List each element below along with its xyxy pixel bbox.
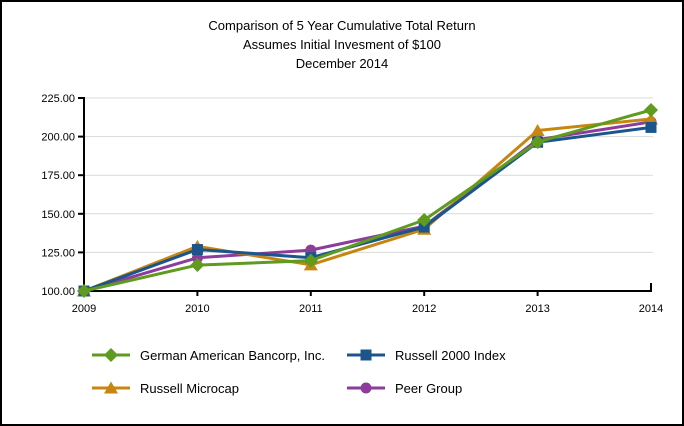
legend-item-russell-microcap: Russell Microcap <box>91 380 346 396</box>
x-tick-label: 2009 <box>72 303 96 315</box>
series-line-german-american-bancorp-inc <box>83 108 652 293</box>
chart-subtitle: Assumes Initial Invesment of $100 <box>243 37 441 52</box>
y-tick-label: 225.00 <box>41 93 75 105</box>
legend-item-peer-group: Peer Group <box>346 380 506 396</box>
y-tick-label: 125.00 <box>41 247 75 259</box>
series-marker-russell-microcap <box>644 112 658 125</box>
x-tick-label: 2012 <box>412 303 436 315</box>
y-tick-label: 150.00 <box>41 209 75 221</box>
legend-marker-sample <box>360 382 372 394</box>
legend-label-peer-group: Peer Group <box>395 380 463 396</box>
series-marker-peer-group <box>191 252 203 264</box>
legend-label-russell-2000-index: Russell 2000 Index <box>395 347 506 363</box>
series-marker-german-american-bancorp-inc <box>530 135 545 150</box>
circle-legend-glyph <box>347 382 385 394</box>
legend-marker-sample <box>104 381 118 394</box>
triangle-series-marker-icon <box>91 380 131 396</box>
x-tick-label: 2014 <box>639 303 663 315</box>
square-series-marker-icon <box>346 347 386 363</box>
legend-marker-sample <box>104 348 118 362</box>
circle-series-marker-icon <box>346 380 386 396</box>
x-tick-label: 2013 <box>525 303 549 315</box>
triangle-legend-glyph <box>92 381 130 394</box>
x-tick-label: 2011 <box>299 303 323 315</box>
series-marker-russell-2000-index <box>191 244 203 256</box>
diamond-series-marker-icon <box>91 347 131 363</box>
square-legend-glyph <box>347 349 385 361</box>
series-line-peer-group <box>83 120 652 293</box>
y-tick-label: 100.00 <box>41 286 75 298</box>
series-marker-german-american-bancorp-inc <box>417 212 432 227</box>
series-marker-russell-2000-index <box>418 221 430 233</box>
series-line-russell-microcap <box>83 117 652 293</box>
series-marker-german-american-bancorp-inc <box>644 103 658 118</box>
series-marker-german-american-bancorp-inc <box>190 258 205 273</box>
series-marker-german-american-bancorp-inc <box>77 284 91 298</box>
legend-label-russell-microcap: Russell Microcap <box>140 380 239 396</box>
x-tick-label: 2010 <box>185 303 209 315</box>
diamond-legend-glyph <box>92 348 130 362</box>
chart-subtitle-date: December 2014 <box>295 56 389 71</box>
series-marker-russell-microcap <box>530 124 545 137</box>
legend-item-russell-2000-index: Russell 2000 Index <box>346 347 506 363</box>
chart-title: Comparison of 5 Year Cumulative Total Re… <box>208 18 476 33</box>
legend-marker-sample <box>360 349 372 361</box>
series-marker-russell-2000-index <box>645 121 657 133</box>
y-tick-label: 200.00 <box>41 132 75 144</box>
chart-legend: German American Bancorp, Inc. Russell 20… <box>91 347 506 396</box>
series-line-russell-2000-index <box>83 125 652 293</box>
legend-label-german-american-bancorp: German American Bancorp, Inc. <box>140 347 325 363</box>
legend-item-german-american-bancorp: German American Bancorp, Inc. <box>91 347 346 363</box>
chart-title-block: Comparison of 5 Year Cumulative Total Re… <box>2 16 682 73</box>
y-tick-label: 175.00 <box>41 170 75 182</box>
